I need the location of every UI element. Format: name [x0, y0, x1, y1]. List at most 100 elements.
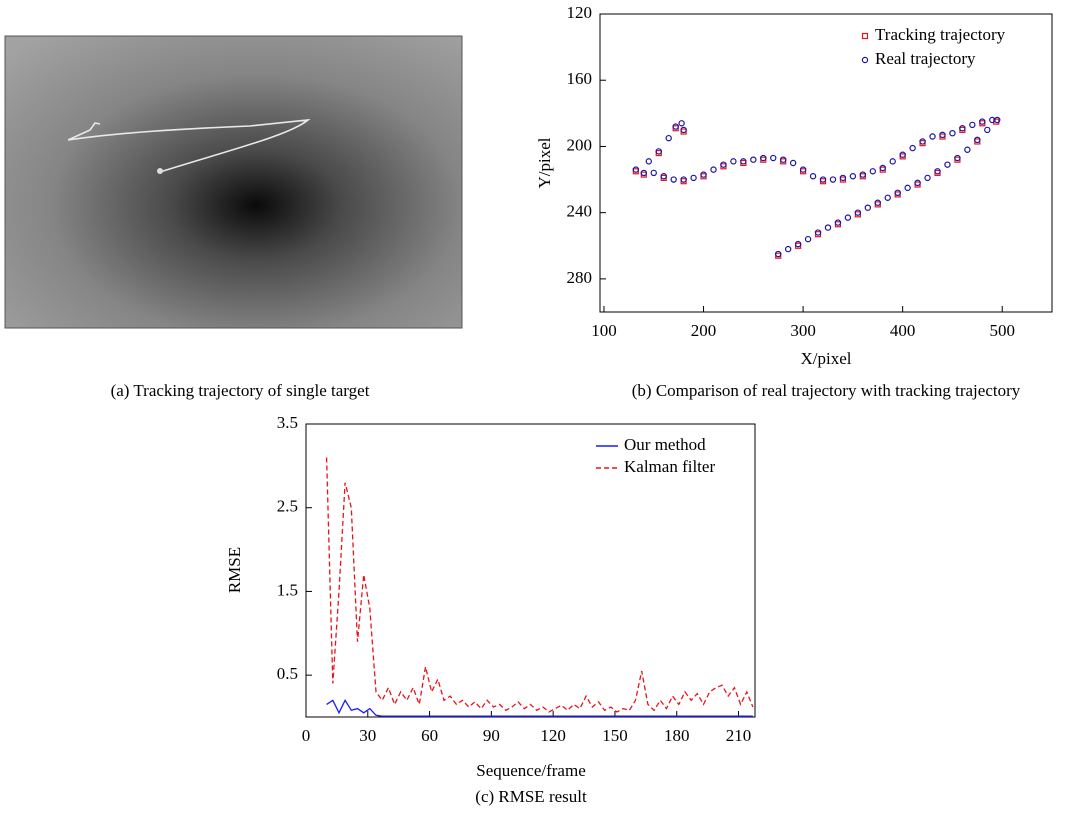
x-tick-label: 500: [989, 321, 1015, 340]
x-tick-label: 30: [359, 726, 376, 745]
point: [944, 161, 951, 168]
point: [632, 166, 640, 173]
y-axis-label: Y/pixel: [535, 137, 554, 188]
point: [959, 125, 966, 132]
caption: (b) Comparison of real trajectory with t…: [632, 381, 1021, 400]
point: [775, 250, 782, 258]
point: [909, 144, 916, 152]
point: [660, 173, 667, 180]
plot-frame: [599, 13, 1053, 313]
x-tick-label: 210: [726, 726, 752, 745]
point: [839, 174, 847, 182]
point: [919, 138, 926, 145]
caption: (c) RMSE result: [475, 787, 587, 806]
x-tick-label: 60: [421, 726, 438, 745]
point: [740, 158, 747, 165]
point: [794, 240, 802, 248]
y-axis-label: RMSE: [225, 547, 244, 593]
x-tick-label: 120: [540, 726, 566, 745]
legend-marker: [861, 56, 869, 64]
point: [650, 169, 657, 177]
point: [672, 123, 679, 130]
y-tick-label: 3.5: [277, 413, 298, 432]
point: [799, 166, 807, 173]
point: [680, 176, 687, 183]
trajectory-trace: [67, 118, 311, 173]
x-tick-label: 0: [302, 726, 311, 745]
target-spot: [157, 168, 163, 174]
point: [720, 161, 727, 168]
point: [779, 156, 787, 163]
point: [710, 166, 717, 173]
legend-label: Kalman filter: [624, 457, 715, 476]
point: [949, 129, 956, 137]
series-line: [326, 698, 753, 717]
x-tick-label: 100: [591, 321, 617, 340]
point: [934, 168, 941, 175]
point: [844, 214, 852, 221]
point: [789, 159, 797, 167]
point: [849, 173, 857, 180]
point: [824, 224, 832, 231]
point: [680, 126, 687, 134]
point: [869, 168, 876, 175]
point: [974, 136, 981, 144]
point: [655, 148, 662, 155]
point: [640, 169, 648, 177]
point: [979, 118, 986, 125]
point: [770, 154, 777, 162]
point: [750, 156, 757, 163]
series-line: [325, 457, 754, 713]
point: [864, 204, 872, 211]
point: [690, 174, 697, 182]
y-tick-label: 2.5: [277, 497, 298, 516]
point: [969, 121, 976, 129]
point: [819, 176, 827, 183]
x-tick-label: 300: [790, 321, 816, 340]
point: [700, 171, 707, 178]
point: [984, 126, 991, 134]
image-frame: [4, 35, 463, 329]
legend-marker: [861, 32, 869, 40]
point: [899, 151, 906, 158]
point: [730, 158, 737, 165]
caption: (a) Tracking trajectory of single target: [111, 381, 370, 400]
x-axis-label: Sequence/frame: [476, 761, 586, 780]
x-axis-label: X/pixel: [801, 349, 852, 368]
point: [834, 219, 842, 226]
point: [809, 173, 817, 180]
x-tick-label: 90: [483, 726, 500, 745]
point: [874, 199, 881, 206]
x-tick-label: 200: [691, 321, 717, 340]
point: [859, 171, 867, 178]
point: [829, 176, 837, 183]
point: [954, 154, 961, 162]
point: [678, 120, 685, 127]
y-tick-label: 0.5: [277, 664, 298, 683]
point: [929, 133, 936, 140]
point: [884, 194, 891, 201]
point: [879, 164, 886, 172]
point: [670, 176, 677, 183]
point: [889, 158, 896, 165]
y-tick-label: 120: [567, 3, 593, 22]
y-tick-label: 200: [567, 135, 593, 154]
legend-label: Real trajectory: [875, 49, 976, 68]
plot-frame: [305, 423, 756, 718]
point: [914, 179, 921, 187]
y-tick-label: 160: [567, 69, 593, 88]
point: [804, 235, 812, 243]
y-tick-label: 1.5: [277, 580, 298, 599]
point: [760, 154, 767, 162]
x-tick-label: 400: [890, 321, 916, 340]
point: [854, 209, 862, 216]
point: [645, 158, 652, 165]
tracking-image: [4, 35, 463, 329]
point: [814, 229, 822, 236]
point: [904, 184, 911, 192]
point: [924, 174, 931, 182]
point: [989, 116, 996, 124]
y-tick-label: 280: [567, 268, 593, 287]
